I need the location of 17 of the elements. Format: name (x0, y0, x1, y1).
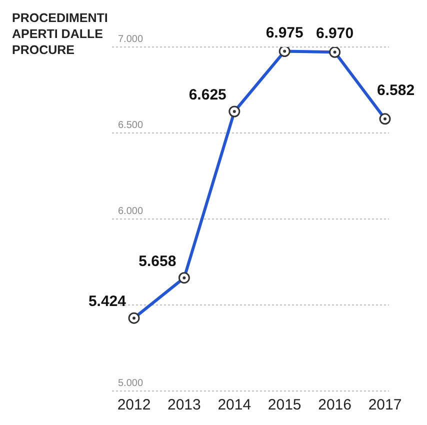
y-tick-label: 5.000 (118, 378, 144, 389)
data-label: 6.582 (377, 82, 415, 99)
data-label: 6.625 (188, 86, 226, 104)
y-tick-label: 6.000 (118, 206, 144, 217)
data-label: 6.975 (266, 24, 304, 42)
data-label: 6.970 (316, 25, 354, 42)
x-tick-label: 2016 (318, 396, 352, 414)
x-tick-label: 2017 (368, 396, 402, 414)
y-tick-label: 6.500 (118, 120, 144, 131)
chart-title: PROCEDIMENTI APERTI DALLE PROCURE (12, 10, 109, 58)
x-tick-label: 2014 (218, 396, 252, 414)
data-label: 5.658 (138, 252, 176, 270)
data-label: 5.424 (88, 293, 127, 310)
x-tick-label: 2015 (268, 396, 302, 414)
y-tick-label: 7.000 (118, 34, 144, 45)
x-tick-label: 2012 (117, 396, 151, 414)
x-tick-label: 2013 (168, 396, 201, 414)
